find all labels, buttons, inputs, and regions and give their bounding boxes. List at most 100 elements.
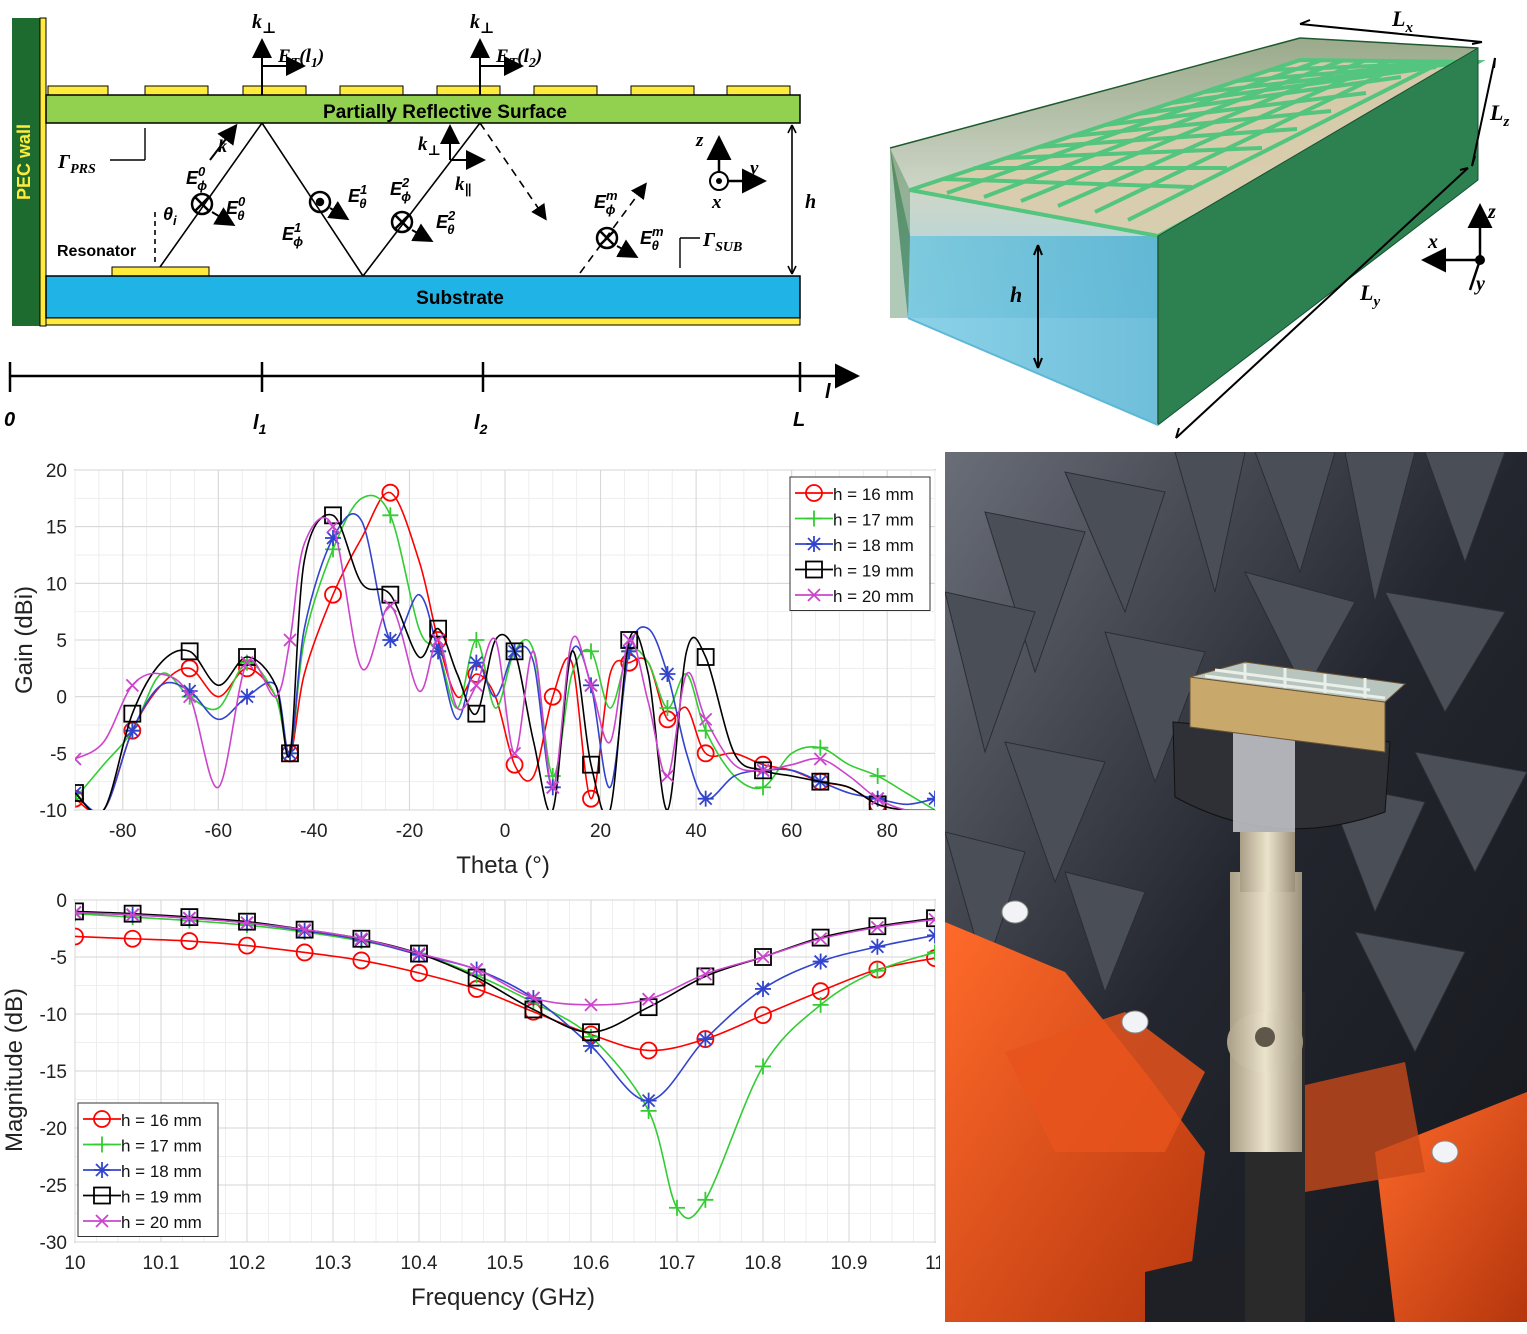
e-theta-m: E: [640, 228, 653, 248]
x-tick-label: 80: [877, 821, 898, 842]
data-point: [660, 769, 675, 783]
data-point: [697, 790, 714, 807]
y-tick-label: 10: [46, 574, 67, 595]
legend-marker: [94, 1162, 110, 1178]
legend-marker: [93, 1110, 111, 1128]
y-tick-label: -15: [40, 1062, 67, 1083]
prs-grid: [909, 57, 1486, 239]
data-point: [354, 932, 369, 946]
ly-label: L: [1359, 280, 1373, 305]
x-tick-label: 10.8: [745, 1253, 782, 1274]
e-theta-0: E: [226, 198, 239, 218]
y-tick-label: 20: [46, 461, 67, 482]
data-point: [467, 704, 486, 723]
data-point: [469, 678, 483, 692]
data-point: [75, 784, 84, 802]
data-point: [297, 923, 312, 937]
data-point: [754, 1006, 772, 1025]
k-par-label: k: [455, 174, 465, 195]
data-point: [524, 1000, 543, 1019]
data-point: [755, 1058, 771, 1075]
data-point: [869, 938, 886, 955]
data-point: [75, 905, 82, 920]
pec-wall-label: PEC wall: [14, 124, 34, 200]
data-point: [180, 659, 199, 678]
data-point: [697, 1191, 714, 1208]
cavity-schematic: PEC wall Partially Reflective Surface Su…: [4, 11, 860, 437]
y-tick-label: -25: [40, 1176, 67, 1197]
ruler-arrow-label: l: [825, 381, 831, 403]
data-point: [382, 632, 399, 648]
antenna-mast: [1230, 872, 1302, 1152]
data-point: [659, 700, 676, 716]
legend-marker: [807, 588, 821, 602]
y-tick-label: 15: [46, 518, 67, 539]
data-point: [410, 944, 428, 963]
data-point: [696, 648, 715, 666]
data-point: [183, 690, 197, 704]
data-point: [182, 911, 197, 925]
h-label-3d: h: [1010, 282, 1022, 307]
orange-absorbers: [945, 922, 1527, 1322]
e-phi-2: E: [390, 179, 403, 199]
data-point: [125, 908, 140, 922]
data-point: [754, 948, 772, 966]
legend-entry: h = 17 mm: [833, 511, 914, 530]
axis-z-3d: z: [1487, 201, 1496, 223]
data-point: [239, 688, 255, 705]
resonator-patch: [111, 266, 210, 277]
k-perp-label-3: k: [418, 134, 428, 155]
data-point: [238, 648, 256, 666]
data-point: [429, 619, 448, 638]
e-phi-1: E: [282, 224, 295, 244]
x-tick-label: 40: [686, 821, 707, 842]
data-point: [699, 712, 713, 726]
data-point: [123, 704, 142, 723]
data-point: [281, 744, 299, 763]
y-tick-label: -5: [50, 948, 67, 969]
y-tick-label: -10: [40, 1005, 67, 1026]
svg-text:E2ϕ: E2 ϕ: [390, 175, 411, 204]
data-point: [75, 927, 84, 946]
axis-x-schematic: x: [711, 192, 722, 213]
cavity-3d-model: h Lx Lz Ly z x y: [889, 6, 1509, 439]
x-tick-label: 10.3: [315, 1253, 352, 1274]
svg-text:E1ϕ: E1 ϕ: [282, 220, 303, 249]
data-point: [698, 967, 713, 981]
lx-label: L: [1391, 6, 1405, 31]
legend-entry: h = 20 mm: [121, 1213, 202, 1232]
data-point: [869, 962, 886, 979]
legend-entry: h = 17 mm: [121, 1137, 202, 1156]
x-tick-label: -60: [205, 821, 232, 842]
ruler-zero: 0: [4, 409, 15, 431]
legend-marker: [95, 1214, 109, 1228]
svg-text:l1: l1: [253, 412, 267, 437]
substrate-label: Substrate: [416, 288, 504, 309]
x-tick-label: 10.2: [229, 1253, 266, 1274]
data-point: [283, 633, 297, 647]
data-point: [669, 1199, 685, 1216]
svg-text:E1θ: E1 θ: [348, 182, 367, 211]
svg-text:E0θ: E0 θ: [226, 194, 246, 223]
legend-marker: [805, 484, 823, 502]
svg-text:ΓPRS: ΓPRS: [57, 151, 96, 177]
x-tick-label: 60: [781, 821, 802, 842]
e-theta-2: E: [436, 212, 449, 232]
svg-text:Emϕ: Em ϕ: [594, 188, 618, 217]
ruler-l2: l: [474, 412, 480, 434]
data-point: [928, 912, 935, 927]
data-point: [324, 585, 342, 604]
data-point: [507, 746, 522, 760]
legend-entry: h = 18 mm: [121, 1162, 202, 1181]
data-point: [813, 932, 828, 946]
data-point: [584, 998, 598, 1012]
data-point: [75, 902, 84, 921]
legend-marker: [806, 536, 822, 552]
y-tick-label: 0: [56, 891, 67, 912]
series-line: [75, 491, 935, 810]
svg-text:Ly: Ly: [1359, 280, 1380, 310]
data-point: [755, 779, 771, 796]
axis-x-3d: x: [1427, 231, 1438, 253]
axis-y-schematic: y: [748, 158, 759, 179]
svg-text:k⊥: k⊥: [418, 134, 441, 159]
